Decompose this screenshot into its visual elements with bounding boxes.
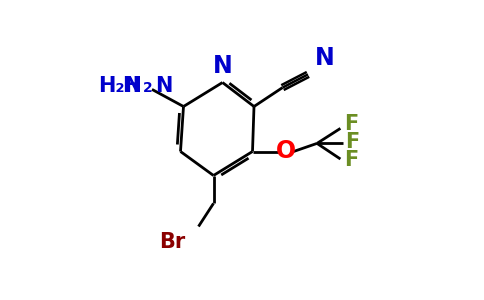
Text: N: N <box>155 76 172 95</box>
Text: 2: 2 <box>142 82 152 95</box>
Text: F: F <box>344 114 358 134</box>
Text: H: H <box>122 76 140 95</box>
Text: O: O <box>276 140 297 164</box>
Text: Br: Br <box>159 232 185 253</box>
Text: N: N <box>315 46 334 70</box>
Text: N: N <box>212 54 232 78</box>
Text: F: F <box>346 132 360 152</box>
Text: H₂N: H₂N <box>98 76 141 95</box>
Text: F: F <box>344 151 358 170</box>
